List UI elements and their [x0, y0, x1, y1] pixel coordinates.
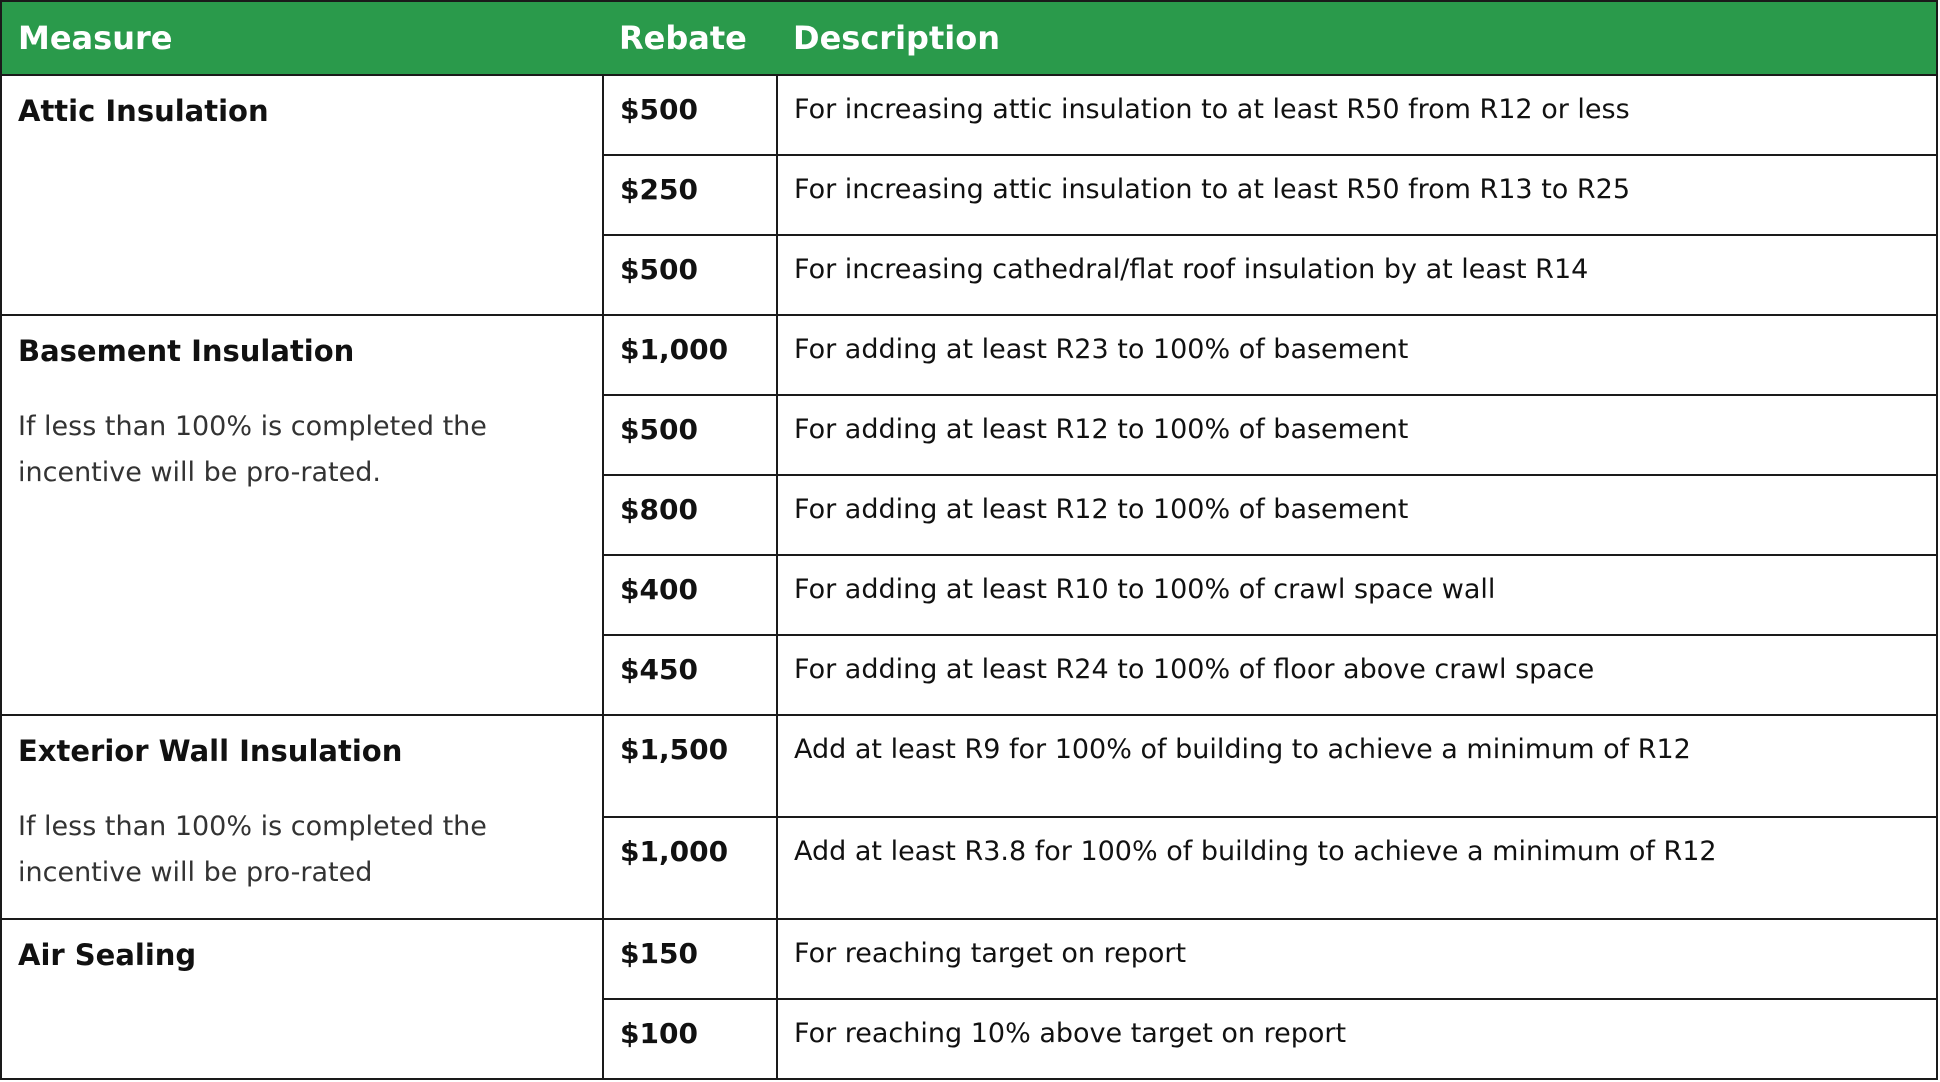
rebate-value: $500: [602, 394, 778, 476]
rebate-value: $400: [602, 554, 778, 636]
table-row: $400 For adding at least R10 to 100% of …: [1, 554, 1938, 636]
table-row: Basement Insulation If less than 100% is…: [0, 314, 1938, 716]
table-row: Exterior Wall Insulation If less than 10…: [0, 714, 1938, 920]
measure-name: Exterior Wall Insulation: [18, 734, 403, 768]
table-header: Measure Rebate Description: [1, 1, 1937, 75]
rebate-value: $800: [602, 474, 778, 556]
description-text: For adding at least R12 to 100% of basem…: [776, 474, 1938, 556]
table-row: $1,000 Add at least R3.8 for 100% of bui…: [1, 816, 1938, 920]
measure-note: If less than 100% is completed the incen…: [18, 811, 487, 889]
description-text: For reaching target on report: [776, 918, 1938, 1000]
measure-cell-attic: Attic Insulation: [0, 74, 604, 316]
table-row: Attic Insulation $500 For increasing att…: [0, 74, 1938, 316]
table-row: $800 For adding at least R12 to 100% of …: [1, 474, 1938, 556]
table-row: $100 For reaching 10% above target on re…: [1, 998, 1938, 1080]
measure-note: If less than 100% is completed the incen…: [18, 411, 487, 489]
description-text: For adding at least R12 to 100% of basem…: [776, 394, 1938, 476]
description-text: For increasing cathedral/flat roof insul…: [776, 234, 1938, 316]
measure-name: Attic Insulation: [18, 94, 269, 128]
rebate-value: $150: [602, 918, 778, 1000]
description-text: For increasing attic insulation to at le…: [776, 154, 1938, 236]
table-body: Attic Insulation $500 For increasing att…: [0, 74, 1938, 1080]
measure-cell-basement: Basement Insulation If less than 100% is…: [0, 314, 604, 716]
rebate-value: $1,000: [602, 314, 778, 396]
rebate-value: $250: [602, 154, 778, 236]
description-text: Add at least R9 for 100% of building to …: [776, 714, 1938, 818]
header-row: Measure Rebate Description: [1, 1, 1937, 75]
description-text: Add at least R3.8 for 100% of building t…: [776, 816, 1938, 920]
rebate-value: $500: [602, 74, 778, 156]
rebate-value: $1,000: [602, 816, 778, 920]
description-text: For increasing attic insulation to at le…: [776, 74, 1938, 156]
measure-name: Basement Insulation: [18, 334, 355, 368]
rebate-value: $100: [602, 998, 778, 1080]
description-text: For adding at least R10 to 100% of crawl…: [776, 554, 1938, 636]
table-row: Air Sealing $150 For reaching target on …: [0, 918, 1938, 1080]
measure-cell-exterior-wall: Exterior Wall Insulation If less than 10…: [0, 714, 604, 920]
measure-name: Air Sealing: [18, 938, 197, 972]
table-row: $450 For adding at least R24 to 100% of …: [1, 634, 1938, 716]
header-rebate: Rebate: [603, 1, 777, 75]
description-text: For adding at least R23 to 100% of basem…: [776, 314, 1938, 396]
rebate-value: $450: [602, 634, 778, 716]
table-row: $500 For adding at least R12 to 100% of …: [1, 394, 1938, 476]
header-measure: Measure: [1, 1, 603, 75]
table-row: $250 For increasing attic insulation to …: [1, 154, 1938, 236]
table-row: $500 For increasing cathedral/flat roof …: [1, 234, 1938, 316]
description-text: For adding at least R24 to 100% of floor…: [776, 634, 1938, 716]
rebate-value: $500: [602, 234, 778, 316]
rebate-value: $1,500: [602, 714, 778, 818]
description-text: For reaching 10% above target on report: [776, 998, 1938, 1080]
measure-cell-air-sealing: Air Sealing: [0, 918, 604, 1080]
header-description: Description: [777, 1, 1937, 75]
